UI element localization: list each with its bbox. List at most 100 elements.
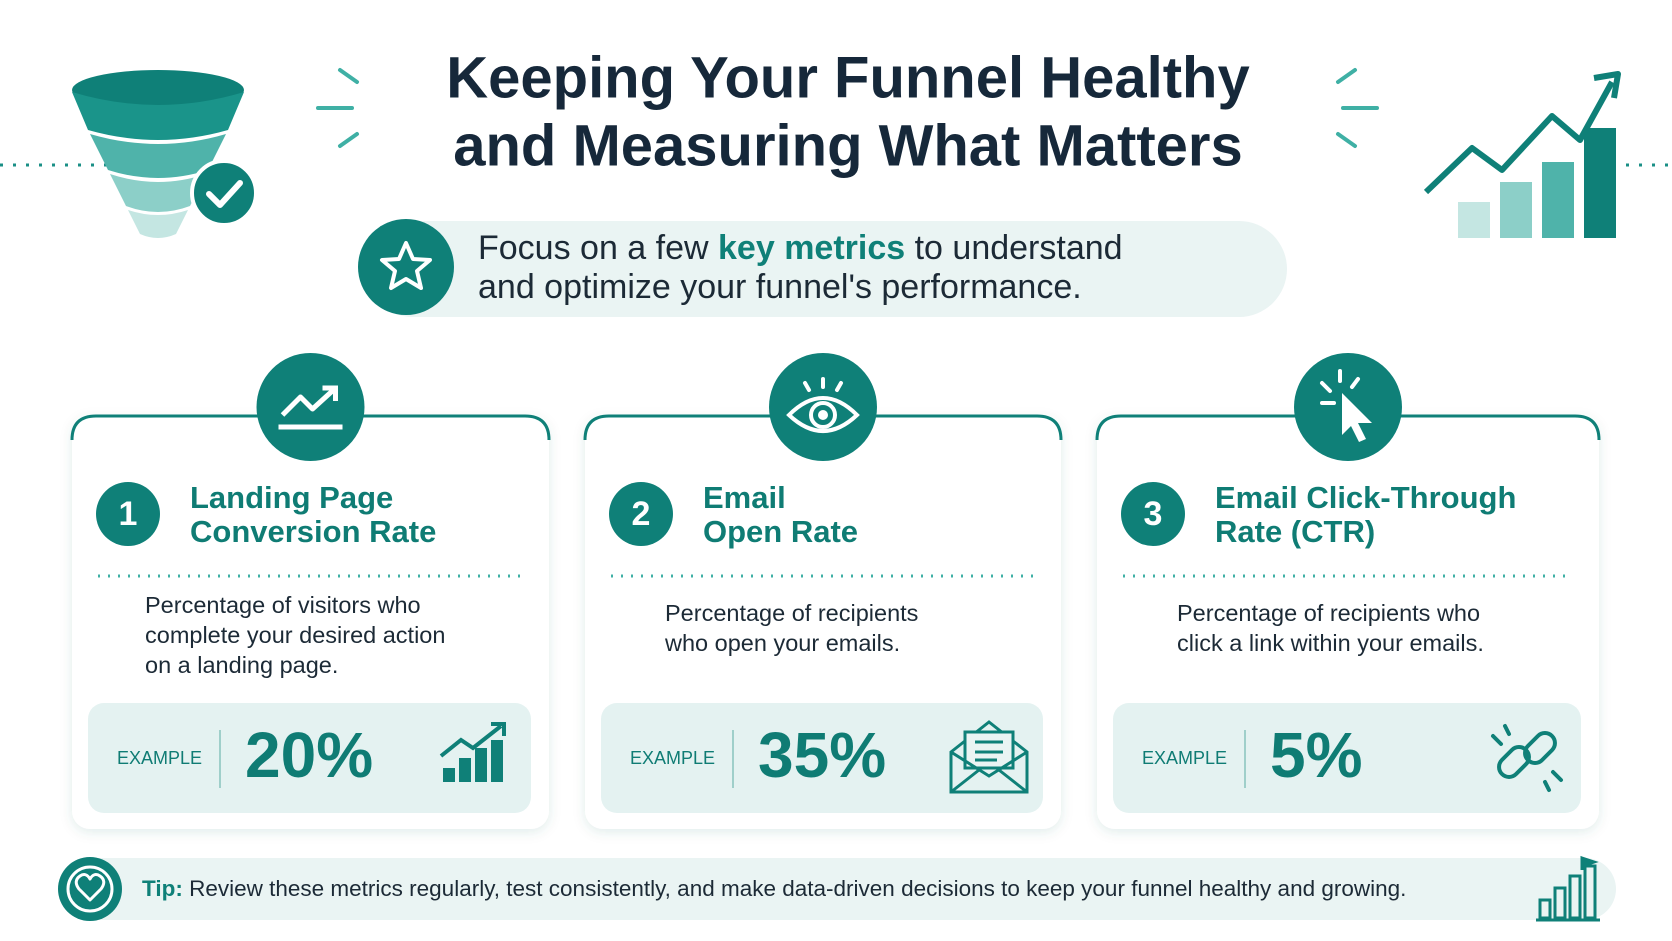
card-title: Open Rate (703, 514, 858, 549)
title-line: Keeping Your Funnel Healthy (446, 45, 1250, 110)
icon-path (206, 180, 243, 208)
card-title: Landing Page (190, 480, 393, 515)
card-icon (786, 377, 860, 433)
icon-path (322, 385, 338, 401)
card-icon-badge (769, 353, 877, 461)
card-description: click a link within your emails. (1177, 630, 1484, 656)
example-value: 20% (245, 719, 373, 791)
icon-line (835, 381, 843, 392)
icon-rect (475, 748, 487, 782)
icon-circle (818, 410, 828, 420)
card-number: 1 (119, 495, 138, 533)
tip-text: Review these metrics regularly, test con… (189, 876, 1406, 901)
icon-rect (1584, 128, 1616, 238)
card-title: Conversion Rate (190, 514, 436, 549)
icon-path (90, 134, 226, 178)
icon-path (128, 210, 188, 238)
card-description: Percentage of recipients who (1177, 600, 1480, 626)
icon-g (1320, 369, 1360, 405)
subtitle-text: Focus on a few (478, 229, 709, 267)
card-number: 2 (632, 495, 651, 533)
icon-rect (1538, 898, 1552, 920)
card-icon (278, 385, 343, 430)
icon-line (1336, 68, 1357, 84)
icon-path (1593, 71, 1621, 99)
icon-polyline (439, 724, 503, 758)
subtitle-pill (365, 221, 1287, 317)
example-icon (1491, 724, 1563, 792)
example-icon (439, 722, 506, 782)
icon-line (338, 132, 359, 148)
growth-chart-icon (1423, 71, 1621, 238)
example-value: 35% (758, 719, 886, 791)
card-description: Percentage of recipients (665, 600, 918, 626)
example-label: EXAMPLE (630, 748, 715, 768)
icon-circle (190, 159, 258, 227)
subtitle-line: and optimize your funnel's performance. (478, 268, 1082, 306)
number-badge (1121, 482, 1185, 546)
card-description: complete your desired action (145, 622, 445, 648)
star-badge (358, 219, 454, 315)
heart-icon (74, 873, 106, 902)
icon-line (1503, 724, 1511, 736)
card-description: on a landing page. (145, 652, 338, 678)
icon-rect (1583, 864, 1597, 920)
number-badge (609, 482, 673, 546)
star-icon (380, 241, 432, 290)
card-description: Percentage of visitors who (145, 592, 421, 618)
icon-rect (443, 768, 455, 782)
card-title: Rate (CTR) (1215, 514, 1375, 549)
icon-path (491, 722, 506, 736)
icon-rect (1542, 162, 1574, 238)
tip-bar (64, 858, 1616, 920)
funnel-icon (72, 70, 258, 238)
example-value: 5% (1270, 719, 1363, 791)
icon-line (338, 68, 359, 84)
example-box (1113, 703, 1581, 813)
icon-line (803, 381, 811, 392)
icon-line (1320, 381, 1332, 393)
example-label: EXAMPLE (1142, 748, 1227, 768)
icon-ellipse (72, 70, 244, 110)
icon-line (1491, 734, 1503, 746)
icon-line (1336, 132, 1357, 148)
tip: Tip: Review these metrics regularly, tes… (142, 876, 1406, 901)
icon-line (1350, 377, 1360, 389)
title-accents (316, 68, 1379, 148)
example-box (601, 703, 1043, 813)
icon-rect (1458, 202, 1490, 238)
icon-path (1342, 393, 1372, 442)
subtitle-highlight: key metrics (718, 229, 905, 267)
icon-g (1491, 724, 1563, 792)
icon-path (950, 750, 1028, 794)
card-number: 3 (1144, 495, 1163, 533)
number-badge (96, 482, 160, 546)
icon-path (949, 720, 1029, 794)
example-icon (949, 720, 1029, 794)
example-label: EXAMPLE (117, 748, 202, 768)
tip-chart-icon (1536, 855, 1600, 922)
tip-label: Tip: (142, 876, 183, 901)
title-line: and Measuring What Matters (453, 113, 1243, 178)
icon-rect (1500, 182, 1532, 238)
icon-g (975, 740, 1003, 762)
card-icon (1320, 369, 1372, 442)
icon-line (1551, 770, 1563, 782)
icon-rect (1553, 886, 1567, 920)
icon-circle (809, 401, 837, 429)
subtitle-line: Focus on a few key metrics to understand (478, 229, 1123, 267)
heart-ring (66, 865, 114, 913)
icon-path (786, 396, 860, 433)
icon-rect (1523, 731, 1557, 765)
icon-path (1580, 855, 1599, 869)
icon-rect (1568, 874, 1582, 920)
icon-rect (491, 740, 503, 782)
icon-polyline (1423, 80, 1615, 195)
icon-g (803, 377, 843, 392)
icon-rect (459, 758, 471, 782)
